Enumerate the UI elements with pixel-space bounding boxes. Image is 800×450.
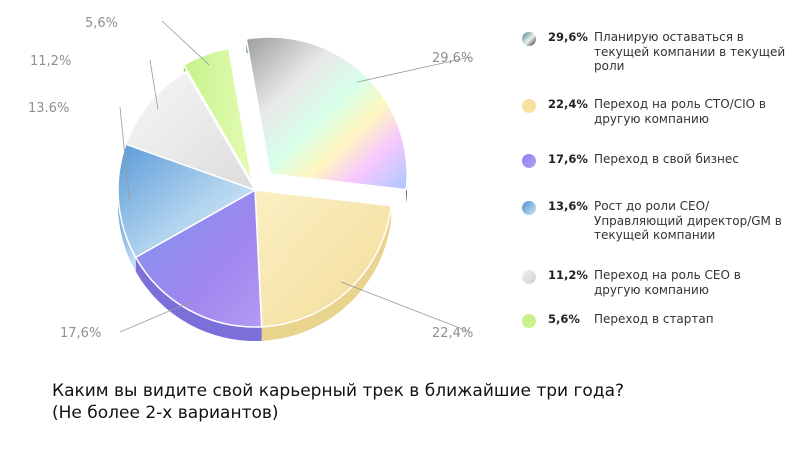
pie-slice [182, 47, 254, 184]
pie-slice-side [117, 144, 136, 272]
legend-label: Переход на роль CEO в другую компанию [594, 268, 741, 297]
slice-value-label: 17,6% [60, 326, 101, 341]
pie-slice-side [261, 205, 392, 341]
chart-question: Каким вы видите свой карьерный трек в бл… [52, 380, 752, 424]
pie-slice [245, 36, 408, 191]
slice-value-label: 11,2% [30, 54, 71, 69]
question-line-2: (Не более 2-х вариантов) [52, 403, 279, 423]
callout-line [119, 299, 195, 333]
legend-dot [522, 154, 536, 168]
legend-percent: 13,6% [548, 199, 588, 213]
legend-percent: 29,6% [548, 30, 588, 44]
legend-label: Рост до роли CEO/ Управляющий директор/G… [594, 199, 782, 243]
legend-dot [522, 32, 536, 46]
slice-value-label: 13.6% [28, 101, 69, 116]
legend-label: Переход в свой бизнес [594, 152, 739, 166]
legend-label: Переход на роль CTO/CIO в другую компани… [594, 97, 766, 126]
legend-dot [522, 99, 536, 113]
callout-line [161, 20, 210, 66]
pie-slice [134, 188, 263, 328]
pie-slice-side [135, 257, 262, 341]
legend-percent: 11,2% [548, 268, 588, 282]
pie-slice [124, 70, 257, 192]
slice-value-label: 22,4% [432, 326, 473, 341]
legend-dot [522, 201, 536, 215]
slice-value-label: 29,6% [432, 51, 473, 66]
slice-value-label: 5,6% [85, 16, 118, 31]
legend-dot [522, 314, 536, 328]
callout-line [341, 281, 471, 333]
legend-label: Переход в стартап [594, 312, 714, 326]
legend-percent: 22,4% [548, 97, 588, 111]
pie-slice [117, 143, 257, 259]
pie-slice [254, 189, 392, 328]
legend-percent: 5,6% [548, 312, 580, 326]
legend-label: Планирую оставаться в текущей компании в… [594, 30, 786, 74]
callout-line [119, 106, 130, 201]
legend-dot [522, 270, 536, 284]
callout-line [149, 59, 159, 110]
question-line-1: Каким вы видите свой карьерный трек в бл… [52, 381, 625, 401]
legend-percent: 17,6% [548, 152, 588, 166]
callout-line [356, 56, 471, 83]
